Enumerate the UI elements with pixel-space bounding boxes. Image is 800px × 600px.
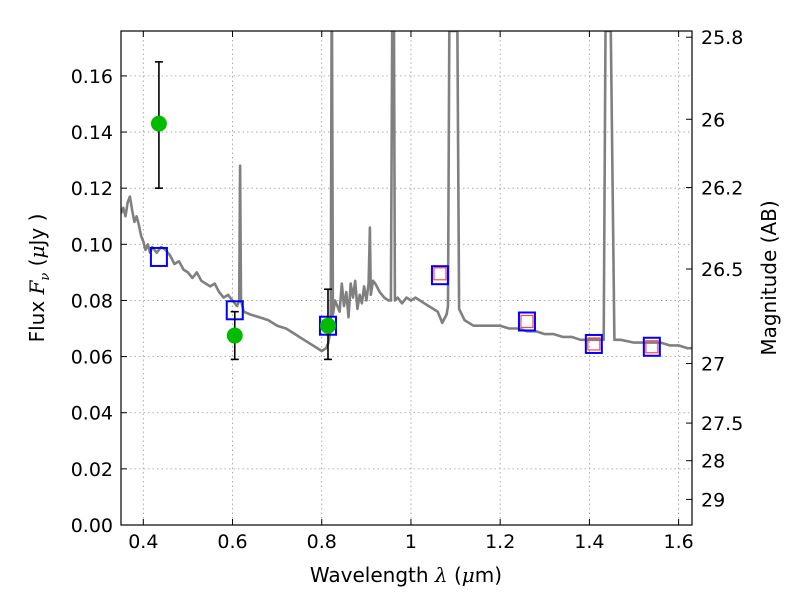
- y-tick-label: 0.06: [71, 347, 113, 369]
- x-tick-label: 0.8: [307, 531, 337, 553]
- y-tick-label: 0.10: [71, 234, 113, 256]
- model-blue-square: [517, 311, 536, 332]
- y2-tick-label: 29: [701, 489, 725, 511]
- x-tick-label: 0.6: [217, 531, 247, 553]
- x-tick-label: 0.4: [128, 531, 158, 553]
- y2-axis-label: Magnitude (AB): [757, 200, 781, 355]
- x-tick-label: 1.4: [574, 531, 604, 553]
- model-red-square: [520, 314, 534, 329]
- y-tick-label: 0.14: [71, 122, 113, 144]
- y-axis-label: Flux Fν (μJy ): [25, 214, 53, 343]
- model-blue-square: [584, 333, 603, 354]
- y2-tick-label: 27.5: [701, 413, 743, 435]
- model-red-square: [645, 340, 659, 354]
- model-blue-square: [149, 246, 168, 267]
- x-tick-label: 1.6: [664, 531, 694, 553]
- axis-ticks: 0.4 0.6 0.8 1 1.2 1.4 1.6 0.00 0.02 0.04 0.06 0.08 0…: [71, 27, 744, 553]
- y-tick-label: 0.08: [71, 290, 113, 312]
- data-points-layer: [149, 61, 661, 361]
- y-tick-label: 0.04: [71, 403, 113, 425]
- template-spectrum-layer: [121, 31, 692, 353]
- model-red-square: [587, 337, 601, 351]
- plot-frame: [120, 30, 693, 526]
- y2-tick-label: 26.2: [701, 178, 743, 200]
- x-tick-label: 1.2: [485, 531, 515, 553]
- observed-point: [150, 115, 167, 132]
- y-tick-label: 0.16: [71, 66, 113, 88]
- y2-tick-label: 27: [701, 353, 725, 375]
- y-tick-label: 0.00: [71, 515, 113, 537]
- model-blue-square: [430, 265, 449, 286]
- x-axis-label: Wavelength λ (μm): [310, 563, 502, 587]
- x-tick-label: 1: [405, 531, 417, 553]
- model-blue-square: [642, 336, 661, 357]
- y-tick-label: 0.02: [71, 459, 113, 481]
- y2-tick-label: 26.5: [701, 259, 743, 281]
- observed-point: [226, 327, 243, 344]
- y2-tick-label: 28: [701, 451, 725, 473]
- y2-tick-label: 26: [701, 109, 725, 131]
- y-tick-label: 0.12: [71, 178, 113, 200]
- model-red-square: [433, 267, 447, 281]
- template-spectrum-line: [121, 31, 692, 353]
- observed-point: [319, 317, 336, 334]
- y2-tick-label: 25.8: [701, 27, 743, 49]
